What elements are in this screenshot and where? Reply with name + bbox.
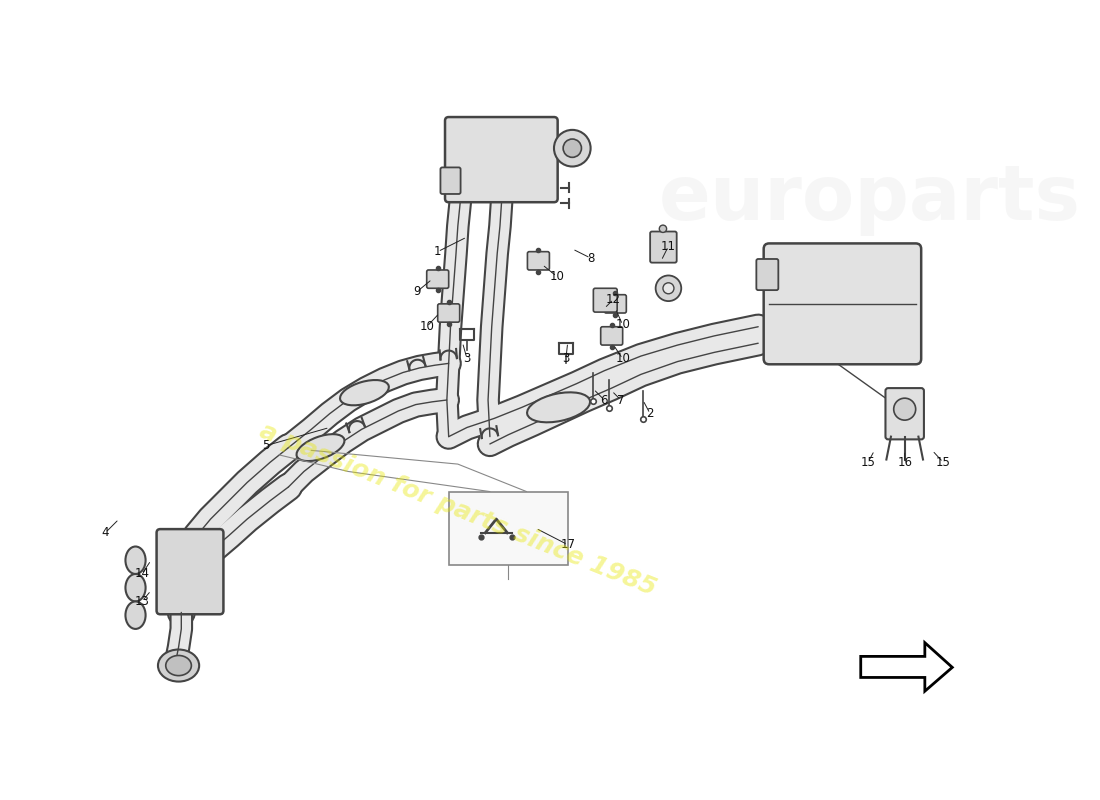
FancyBboxPatch shape — [763, 243, 921, 364]
Text: 14: 14 — [134, 567, 150, 581]
Text: europarts: europarts — [659, 162, 1081, 235]
Text: 17: 17 — [560, 538, 575, 551]
FancyBboxPatch shape — [427, 270, 449, 288]
Circle shape — [659, 225, 667, 233]
Text: 2: 2 — [647, 407, 653, 420]
Text: 11: 11 — [661, 240, 675, 253]
Text: 15: 15 — [860, 456, 876, 469]
FancyBboxPatch shape — [604, 294, 626, 313]
Circle shape — [554, 130, 591, 166]
Text: 3: 3 — [463, 352, 471, 366]
FancyBboxPatch shape — [650, 231, 676, 262]
Bar — [449, 491, 568, 565]
Circle shape — [563, 139, 582, 158]
Text: 6: 6 — [601, 394, 608, 406]
FancyBboxPatch shape — [601, 326, 623, 345]
Text: 3: 3 — [562, 352, 570, 366]
Text: 12: 12 — [606, 293, 621, 306]
Text: 10: 10 — [615, 318, 630, 331]
Polygon shape — [860, 642, 953, 691]
FancyBboxPatch shape — [757, 259, 779, 290]
FancyBboxPatch shape — [527, 252, 549, 270]
Text: 4: 4 — [101, 526, 109, 539]
Circle shape — [893, 398, 915, 420]
Ellipse shape — [297, 434, 344, 461]
FancyBboxPatch shape — [593, 288, 617, 312]
Circle shape — [663, 282, 674, 294]
Text: 7: 7 — [617, 394, 625, 406]
Circle shape — [656, 275, 681, 301]
Text: 10: 10 — [549, 270, 564, 283]
Text: 9: 9 — [412, 286, 420, 298]
Ellipse shape — [125, 574, 145, 602]
Text: 8: 8 — [587, 251, 594, 265]
Text: 1: 1 — [433, 245, 441, 258]
Ellipse shape — [527, 392, 590, 422]
Text: 5: 5 — [262, 439, 270, 452]
Text: 13: 13 — [134, 595, 150, 608]
Text: 10: 10 — [615, 352, 630, 366]
Text: 10: 10 — [419, 320, 435, 334]
Ellipse shape — [158, 650, 199, 682]
FancyBboxPatch shape — [440, 167, 461, 194]
Text: a passion for parts since 1985: a passion for parts since 1985 — [256, 419, 660, 601]
Ellipse shape — [166, 655, 191, 676]
FancyBboxPatch shape — [886, 388, 924, 439]
Ellipse shape — [340, 380, 388, 406]
Text: 15: 15 — [936, 456, 950, 469]
Ellipse shape — [125, 602, 145, 629]
FancyBboxPatch shape — [446, 117, 558, 202]
FancyBboxPatch shape — [156, 529, 223, 614]
Ellipse shape — [125, 546, 145, 574]
FancyBboxPatch shape — [438, 304, 460, 322]
Text: 16: 16 — [898, 456, 912, 469]
